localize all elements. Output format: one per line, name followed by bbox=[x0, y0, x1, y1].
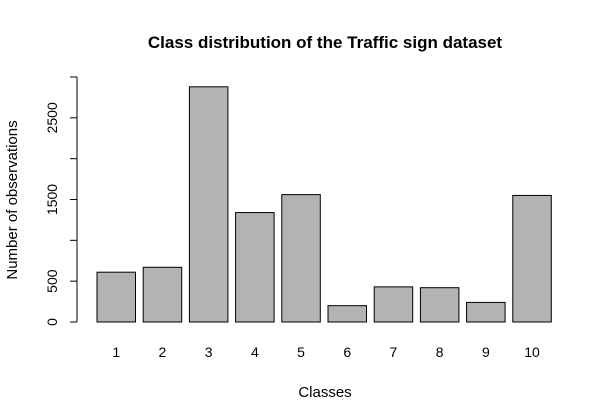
x-tick-label: 5 bbox=[297, 344, 305, 360]
bar-class-6 bbox=[327, 305, 367, 323]
bar-class-10 bbox=[512, 194, 552, 323]
x-tick-label: 6 bbox=[343, 344, 351, 360]
y-axis-label: Number of observations bbox=[4, 120, 21, 279]
x-tick-label: 7 bbox=[390, 344, 398, 360]
x-tick-labels: 1 2 3 4 5 6 7 8 9 10 bbox=[112, 344, 540, 360]
x-axis-label: Classes bbox=[298, 384, 351, 401]
y-tick-label: 1500 bbox=[44, 184, 60, 215]
x-tick-label: 3 bbox=[205, 344, 213, 360]
bar-class-1 bbox=[96, 271, 136, 323]
x-tick-label: 1 bbox=[112, 344, 120, 360]
x-tick-label: 10 bbox=[524, 344, 540, 360]
bar-class-4 bbox=[235, 212, 275, 323]
x-tick-label: 9 bbox=[482, 344, 490, 360]
bars bbox=[96, 86, 552, 323]
x-tick-label: 4 bbox=[251, 344, 259, 360]
chart-title: Class distribution of the Traffic sign d… bbox=[148, 33, 503, 52]
y-tick-label: 500 bbox=[44, 269, 60, 293]
bar-class-5 bbox=[281, 194, 321, 323]
x-tick-label: 8 bbox=[436, 344, 444, 360]
y-tick-label: 2500 bbox=[44, 102, 60, 133]
x-tick-label: 2 bbox=[159, 344, 167, 360]
y-axis: 0 500 1500 2500 bbox=[44, 76, 78, 326]
bar-class-3 bbox=[188, 86, 229, 323]
bar-class-7 bbox=[373, 286, 414, 323]
bar-class-9 bbox=[466, 301, 506, 323]
bar-class-8 bbox=[419, 287, 460, 323]
bar-class-2 bbox=[142, 266, 183, 323]
y-tick-label: 0 bbox=[44, 318, 60, 326]
